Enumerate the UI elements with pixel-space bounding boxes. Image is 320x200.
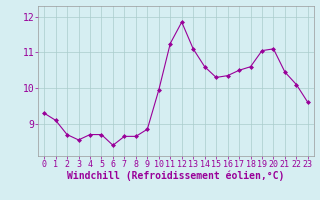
- X-axis label: Windchill (Refroidissement éolien,°C): Windchill (Refroidissement éolien,°C): [67, 171, 285, 181]
